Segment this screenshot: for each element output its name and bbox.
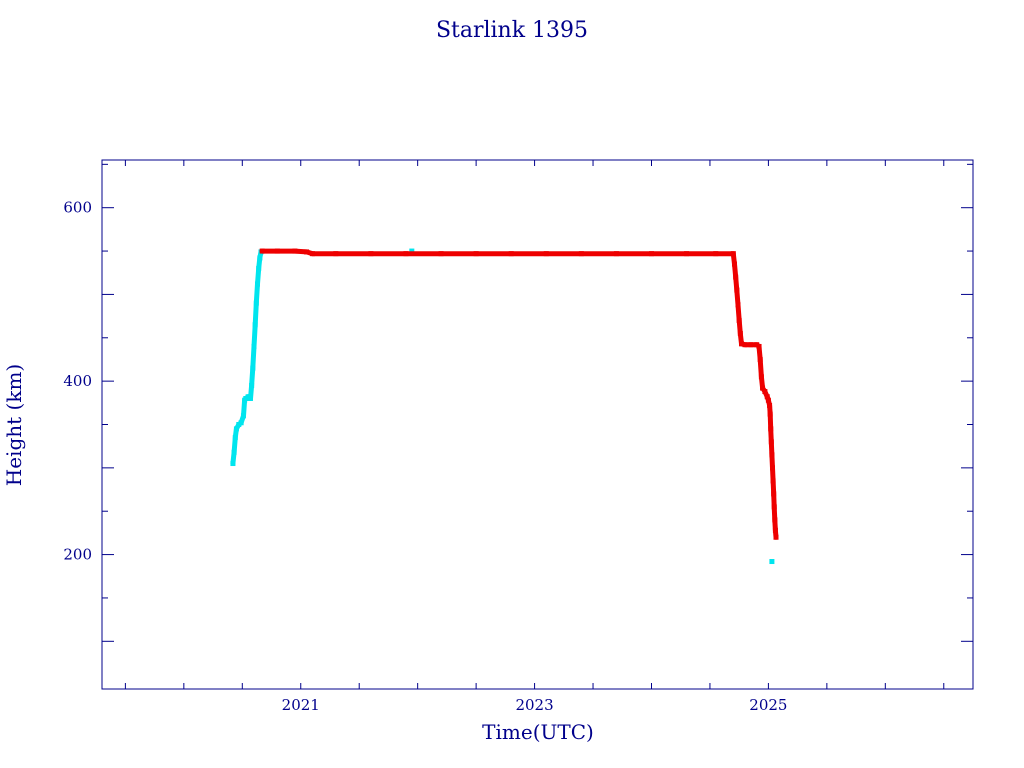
data-point: [251, 344, 256, 349]
data-point: [768, 412, 773, 417]
data-point: [368, 251, 373, 256]
data-point: [713, 251, 718, 256]
x-tick-label: 2025: [749, 696, 787, 714]
data-point: [275, 249, 280, 254]
data-point: [234, 426, 239, 431]
data-point: [684, 251, 689, 256]
data-point: [253, 322, 258, 327]
y-tick-label: 600: [63, 199, 92, 217]
data-point: [772, 517, 777, 522]
data-point: [544, 251, 549, 256]
data-point: [731, 251, 736, 256]
data-point: [304, 249, 309, 254]
data-point: [257, 255, 262, 260]
data-point: [248, 396, 253, 401]
plot-frame: [102, 160, 973, 689]
data-point: [241, 413, 246, 418]
data-point: [737, 318, 742, 323]
data-point: [768, 426, 773, 431]
data-point: [736, 302, 741, 307]
data-point: [762, 389, 767, 394]
x-axis-label: Time(UTC): [482, 720, 594, 744]
data-point: [769, 559, 774, 564]
y-tick-label: 200: [63, 546, 92, 564]
data-point: [233, 435, 238, 440]
data-point: [732, 262, 737, 267]
data-point: [292, 249, 297, 254]
y-axis-label: Height (km): [2, 364, 26, 486]
data-point: [774, 535, 779, 540]
data-point: [230, 461, 235, 466]
tick-labels: 2021 2023 2025 200 400 600: [63, 199, 787, 714]
axis-ticks: [102, 160, 973, 689]
data-point: [254, 301, 259, 306]
data-point: [769, 439, 774, 444]
data-point: [474, 251, 479, 256]
y-tick-label: 400: [63, 372, 92, 390]
data-point: [239, 420, 244, 425]
data-point: [771, 478, 776, 483]
data-point: [260, 249, 265, 254]
data-point: [758, 357, 763, 362]
series-line: [262, 251, 776, 537]
data-point: [256, 266, 261, 271]
data-point: [255, 282, 260, 287]
chart-title: Starlink 1395: [436, 18, 588, 43]
data-point: [250, 366, 255, 371]
data-points: [230, 249, 778, 564]
data-point: [766, 398, 771, 403]
data-point: [439, 251, 444, 256]
data-point: [310, 251, 315, 256]
data-point: [249, 383, 254, 388]
data-point: [773, 528, 778, 533]
data-point: [733, 275, 738, 280]
data-point: [748, 342, 753, 347]
data-point: [767, 403, 772, 408]
data-point: [232, 450, 237, 455]
data-point: [769, 452, 774, 457]
x-tick-label: 2023: [515, 696, 553, 714]
data-point: [649, 251, 654, 256]
data-point: [743, 342, 748, 347]
data-point: [771, 491, 776, 496]
data-point: [757, 344, 762, 349]
series-2: [260, 249, 779, 540]
data-point: [759, 374, 764, 379]
data-point: [734, 288, 739, 293]
data-point: [614, 251, 619, 256]
data-point: [579, 251, 584, 256]
data-point: [738, 331, 743, 336]
data-point: [403, 251, 408, 256]
data-point: [772, 504, 777, 509]
data-point: [770, 465, 775, 470]
data-point: [509, 251, 514, 256]
series-1: [230, 249, 774, 564]
x-tick-label: 2021: [282, 696, 320, 714]
data-point: [333, 251, 338, 256]
